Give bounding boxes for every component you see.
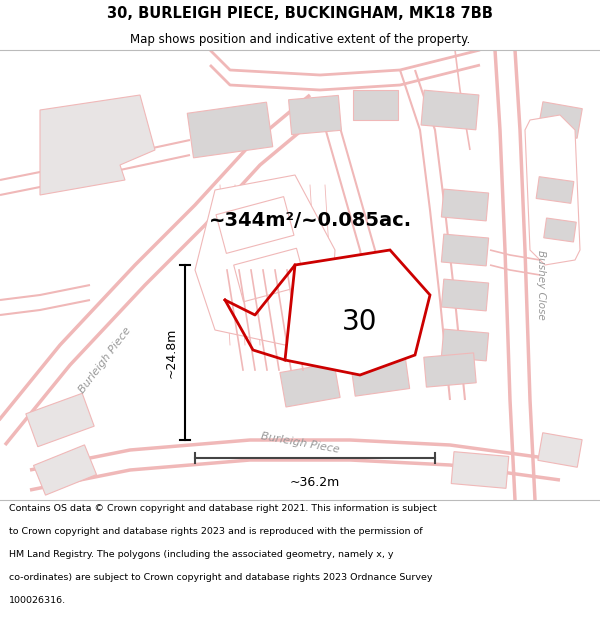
Polygon shape bbox=[536, 177, 574, 203]
Polygon shape bbox=[424, 353, 476, 387]
Polygon shape bbox=[195, 175, 335, 345]
Text: HM Land Registry. The polygons (including the associated geometry, namely x, y: HM Land Registry. The polygons (includin… bbox=[9, 550, 394, 559]
Polygon shape bbox=[216, 197, 294, 253]
Polygon shape bbox=[26, 393, 94, 447]
Polygon shape bbox=[421, 90, 479, 130]
Polygon shape bbox=[442, 234, 488, 266]
Polygon shape bbox=[233, 248, 307, 302]
Text: Bushey Close: Bushey Close bbox=[536, 250, 546, 320]
Polygon shape bbox=[451, 452, 509, 488]
Text: to Crown copyright and database rights 2023 and is reproduced with the permissio: to Crown copyright and database rights 2… bbox=[9, 527, 422, 536]
Text: Burleigh Piece: Burleigh Piece bbox=[77, 325, 133, 395]
Polygon shape bbox=[442, 279, 488, 311]
Polygon shape bbox=[442, 189, 488, 221]
Polygon shape bbox=[187, 102, 273, 158]
Text: 100026316.: 100026316. bbox=[9, 596, 66, 605]
Polygon shape bbox=[40, 95, 155, 195]
Polygon shape bbox=[34, 445, 97, 495]
Polygon shape bbox=[544, 218, 576, 242]
Polygon shape bbox=[353, 90, 398, 120]
Text: ~344m²/~0.085ac.: ~344m²/~0.085ac. bbox=[208, 211, 412, 229]
Text: ~36.2m: ~36.2m bbox=[290, 476, 340, 489]
Polygon shape bbox=[350, 354, 410, 396]
Polygon shape bbox=[285, 250, 430, 375]
Text: Burleigh Piece: Burleigh Piece bbox=[260, 431, 340, 455]
Text: 30: 30 bbox=[342, 308, 378, 336]
Text: ~24.8m: ~24.8m bbox=[164, 328, 178, 378]
Polygon shape bbox=[538, 102, 583, 138]
Polygon shape bbox=[525, 115, 580, 265]
Text: 30, BURLEIGH PIECE, BUCKINGHAM, MK18 7BB: 30, BURLEIGH PIECE, BUCKINGHAM, MK18 7BB bbox=[107, 6, 493, 21]
Text: co-ordinates) are subject to Crown copyright and database rights 2023 Ordnance S: co-ordinates) are subject to Crown copyr… bbox=[9, 573, 433, 582]
Polygon shape bbox=[538, 432, 582, 468]
Polygon shape bbox=[442, 329, 488, 361]
Text: Map shows position and indicative extent of the property.: Map shows position and indicative extent… bbox=[130, 32, 470, 46]
Polygon shape bbox=[289, 96, 341, 134]
Text: Contains OS data © Crown copyright and database right 2021. This information is : Contains OS data © Crown copyright and d… bbox=[9, 504, 437, 512]
Polygon shape bbox=[280, 363, 340, 407]
